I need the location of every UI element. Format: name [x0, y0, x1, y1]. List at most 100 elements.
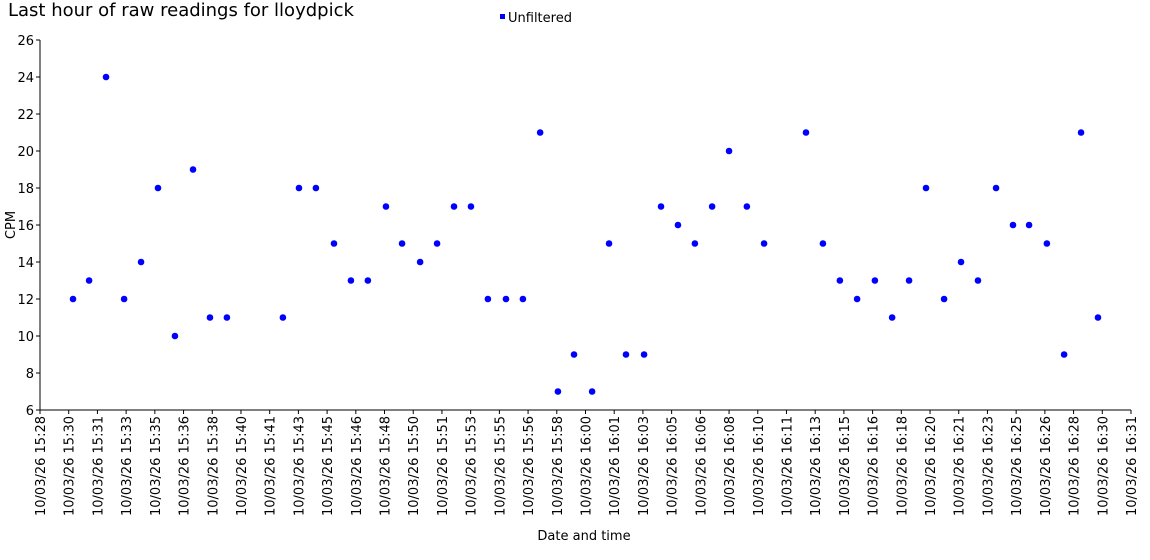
x-tick-label: 10/03/26 16:13: [809, 416, 824, 516]
point: [330, 240, 338, 247]
legend-marker: [500, 14, 505, 19]
point: [743, 203, 751, 210]
point: [853, 295, 861, 303]
x-tick-label: 10/03/26 15:51: [436, 416, 451, 516]
y-tick-label: 12: [17, 293, 34, 308]
x-tick-label: 10/03/26 15:45: [321, 416, 336, 516]
point: [570, 351, 578, 358]
point: [398, 240, 406, 247]
x-axis-label: Date and time: [537, 529, 630, 544]
x-tick-label: 10/03/26 15:50: [407, 416, 422, 516]
point: [657, 203, 665, 210]
x-tick-label: 10/03/26 16:28: [1068, 416, 1083, 516]
point: [1094, 314, 1102, 321]
x-tick-label: 10/03/26 16:30: [1096, 416, 1111, 516]
x-tick-label: 10/03/26 16:25: [1010, 416, 1025, 516]
x-tick-label: 10/03/26 15:28: [34, 416, 49, 516]
x-tick-label: 10/03/26 15:46: [350, 416, 365, 516]
point: [171, 332, 179, 340]
point: [536, 129, 544, 136]
y-axis-label: CPM: [4, 211, 19, 239]
point: [888, 314, 896, 321]
point: [120, 295, 128, 303]
x-tick-label: 10/03/26 15:53: [465, 416, 480, 516]
point: [206, 314, 214, 321]
x-tick-label: 10/03/26 15:40: [235, 416, 250, 516]
point: [1009, 221, 1017, 229]
point: [484, 295, 492, 303]
x-tick-label: 10/03/26 16:18: [895, 416, 910, 516]
point: [295, 184, 303, 192]
x-tick-label: 10/03/26 16:31: [1125, 416, 1140, 516]
x-tick-label: 10/03/26 16:20: [924, 416, 939, 516]
x-tick-label: 10/03/26 15:35: [149, 416, 164, 516]
point: [940, 295, 948, 303]
point: [189, 166, 197, 173]
point: [312, 184, 320, 192]
legend-label: Unfiltered: [508, 11, 572, 26]
point: [622, 351, 630, 358]
point: [1025, 221, 1033, 229]
y-tick-label: 22: [17, 108, 34, 123]
x-tick-label: 10/03/26 16:16: [867, 416, 882, 516]
point: [957, 258, 965, 266]
point: [450, 203, 458, 210]
x-tick-label: 10/03/26 15:56: [522, 416, 537, 516]
point: [416, 258, 424, 266]
point: [519, 295, 527, 303]
point: [640, 351, 648, 358]
point: [836, 277, 844, 284]
point: [467, 203, 475, 210]
x-tick-label: 10/03/26 15:36: [178, 416, 193, 516]
y-tick-label: 18: [17, 182, 34, 197]
point: [802, 129, 810, 136]
x-tick-label: 10/03/26 15:43: [292, 416, 307, 516]
point: [605, 240, 613, 247]
y-tick-label: 26: [17, 34, 34, 49]
y-tick-label: 14: [17, 256, 34, 271]
point: [223, 314, 231, 321]
point: [974, 277, 982, 284]
x-tick-label: 10/03/26 16:11: [780, 416, 795, 516]
y-tick-label: 10: [17, 330, 34, 345]
point: [1077, 129, 1085, 136]
point: [364, 277, 372, 284]
x-tick-label: 10/03/26 15:58: [551, 416, 566, 516]
x-tick-label: 10/03/26 15:38: [206, 416, 221, 516]
point: [922, 184, 930, 192]
x-tick-label: 10/03/26 16:26: [1039, 416, 1054, 516]
point: [433, 240, 441, 247]
point: [85, 277, 93, 284]
y-tick-label: 24: [17, 71, 34, 86]
y-tick-label: 6: [26, 404, 34, 419]
x-tick-label: 10/03/26 15:55: [493, 416, 508, 516]
point: [137, 258, 145, 266]
point: [69, 295, 77, 303]
x-tick-label: 10/03/26 16:23: [981, 416, 996, 516]
point: [554, 388, 562, 395]
point: [347, 277, 355, 284]
x-tick-label: 10/03/26 15:41: [264, 416, 279, 516]
y-tick-label: 16: [17, 219, 34, 234]
point: [1043, 240, 1051, 247]
x-tick-label: 10/03/26 16:10: [752, 416, 767, 516]
point: [725, 147, 733, 155]
point: [102, 73, 110, 81]
point: [588, 388, 596, 395]
y-tick-label: 20: [17, 145, 34, 160]
point: [382, 203, 390, 210]
point: [1060, 351, 1068, 358]
x-tick-label: 10/03/26 15:30: [63, 416, 78, 516]
point: [708, 203, 716, 210]
point: [760, 240, 768, 247]
point: [819, 240, 827, 247]
x-tick-label: 10/03/26 16:01: [608, 416, 623, 516]
x-tick-label: 10/03/26 16:15: [838, 416, 853, 516]
x-tick-label: 10/03/26 15:48: [379, 416, 394, 516]
x-tick-label: 10/03/26 16:03: [637, 416, 652, 516]
x-tick-label: 10/03/26 16:05: [666, 416, 681, 516]
x-tick-label: 10/03/26 16:00: [580, 416, 595, 516]
x-tick-label: 10/03/26 15:31: [91, 416, 106, 516]
x-tick-label: 10/03/26 16:08: [723, 416, 738, 516]
